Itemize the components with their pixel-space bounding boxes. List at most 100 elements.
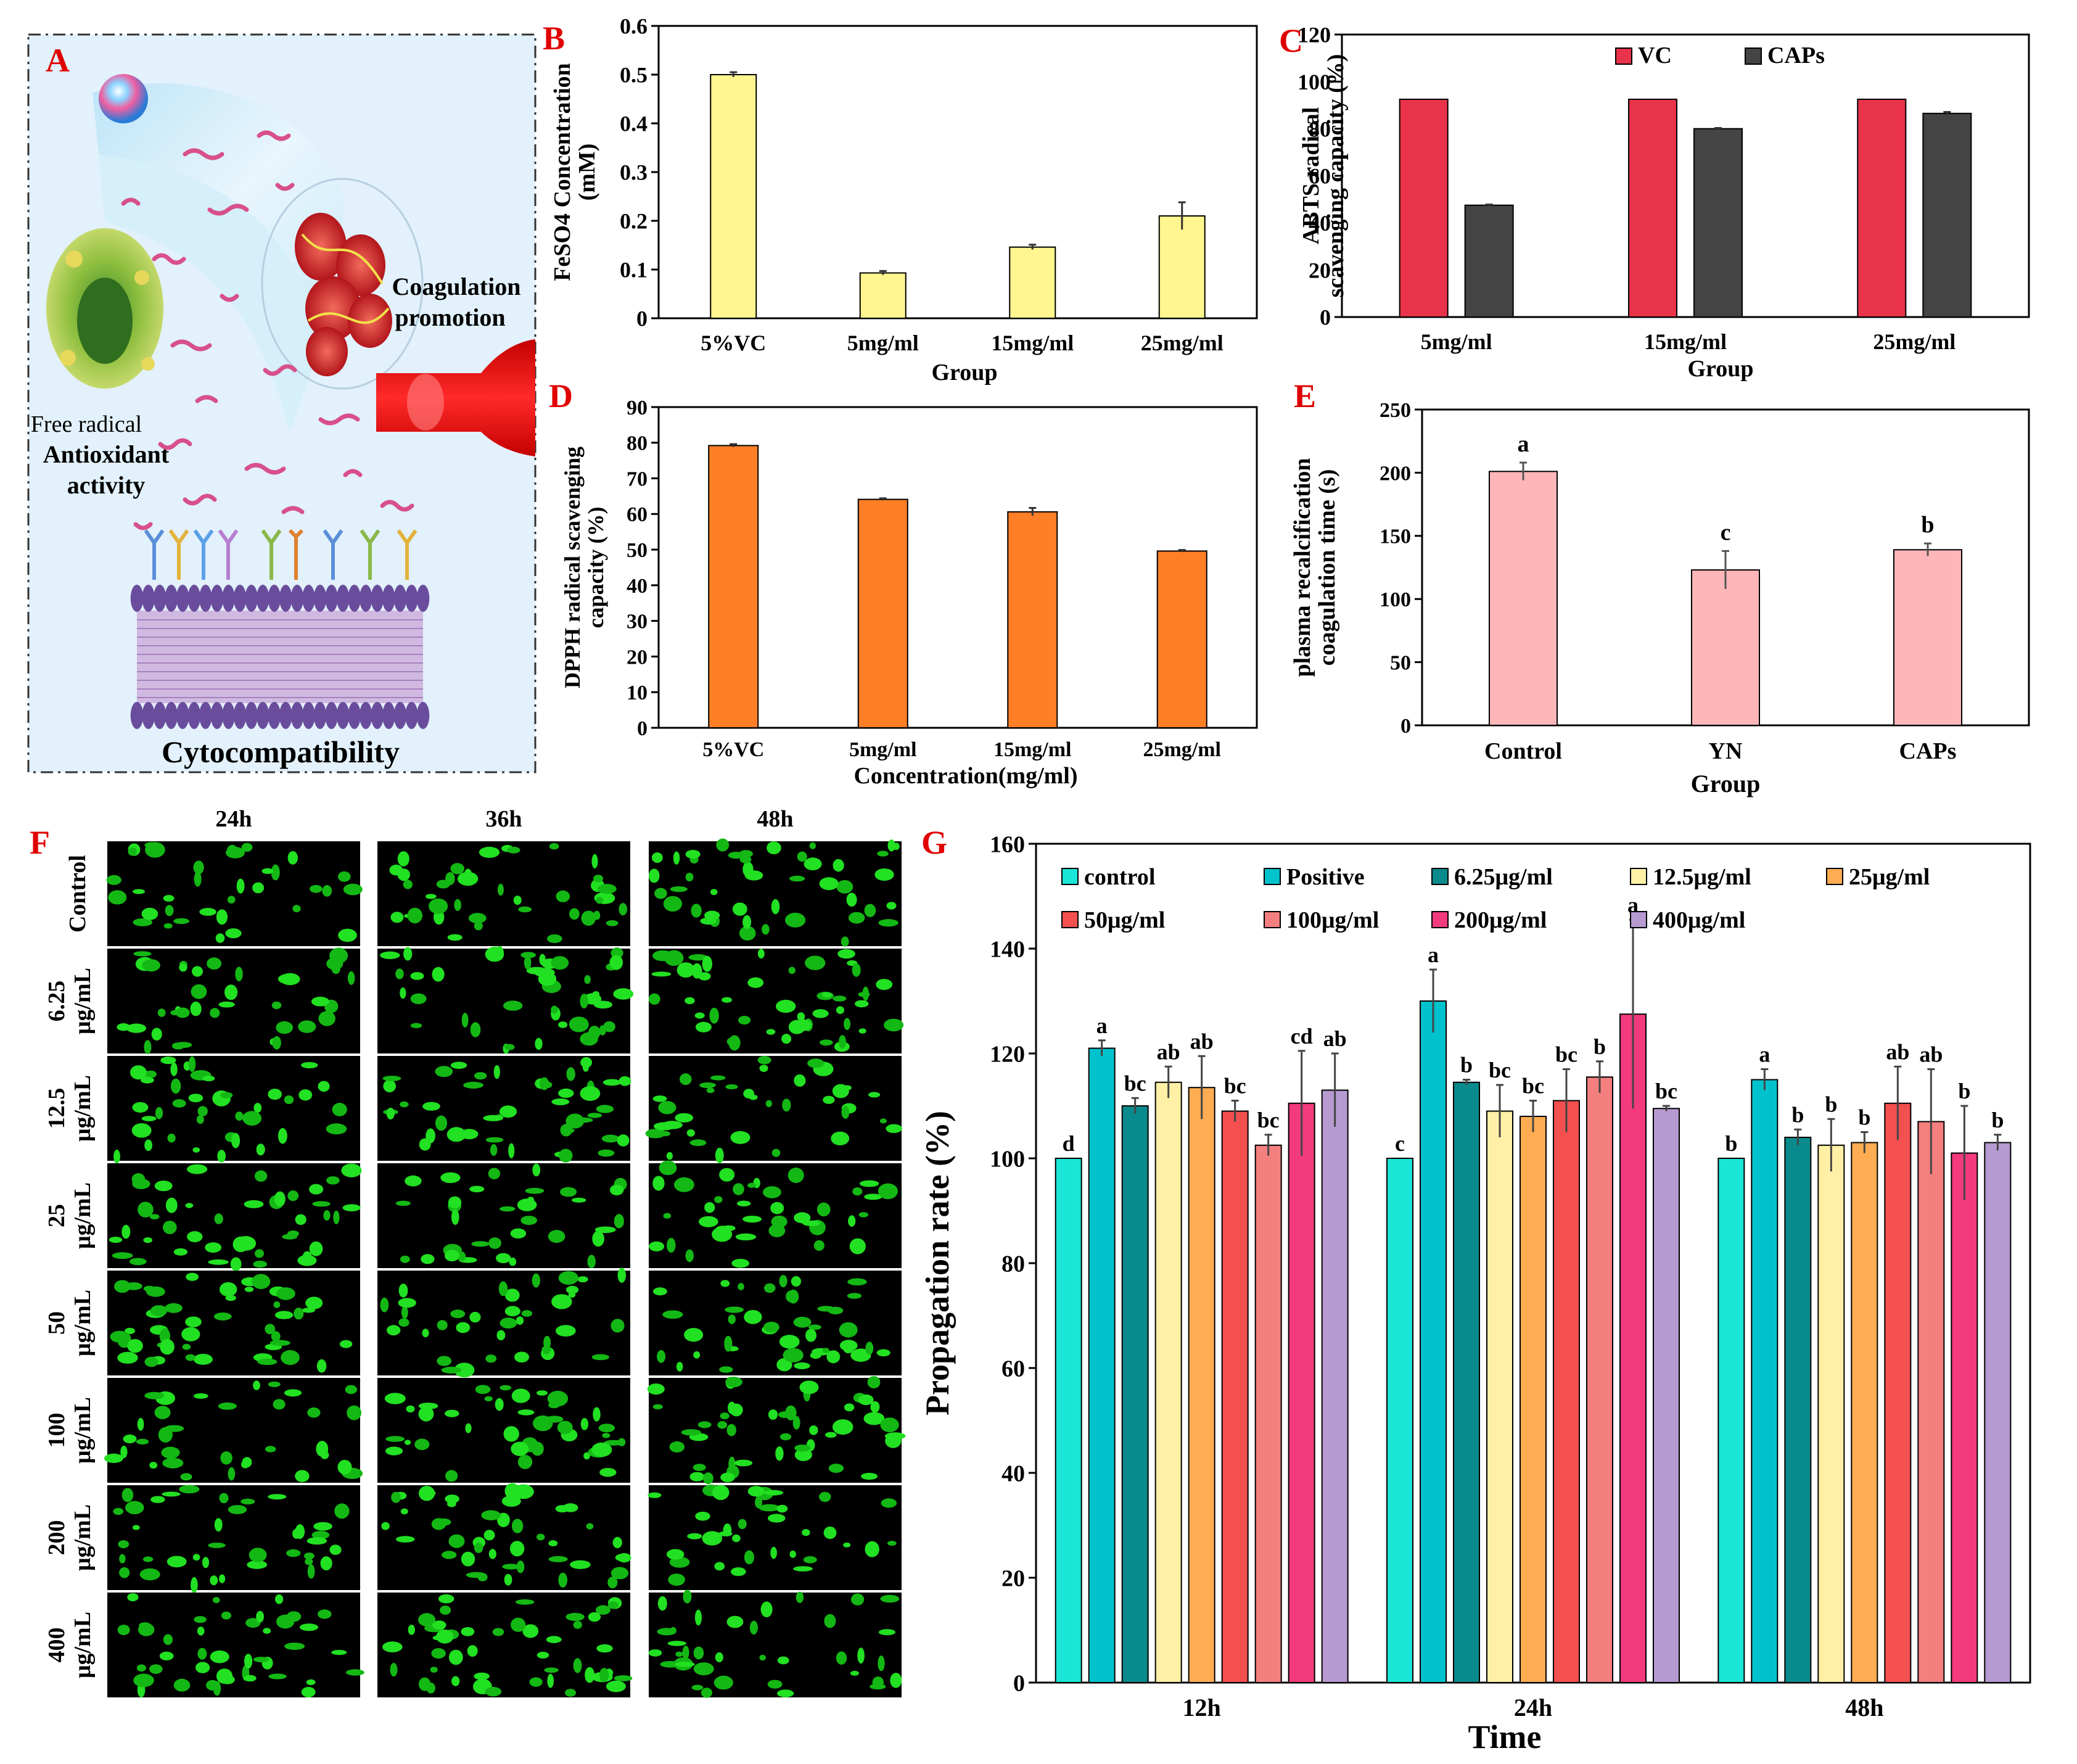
cell-spot	[544, 1667, 559, 1673]
cell-spot	[566, 1285, 579, 1294]
micrograph-image	[649, 1056, 902, 1161]
cell-spot	[890, 1673, 902, 1688]
cell-spot	[287, 1190, 299, 1201]
x-category-label: 25mg/ml	[1873, 329, 1956, 354]
cell-spot	[253, 1103, 262, 1113]
cell-spot	[580, 1032, 598, 1046]
panel-letter: B	[543, 20, 565, 57]
cell-spot	[137, 1417, 144, 1431]
cell-spot	[432, 966, 445, 982]
cell-spot	[418, 1406, 434, 1422]
legend-label: 400μg/ml	[1653, 907, 1745, 933]
cell-spot	[236, 878, 245, 894]
cell-spot	[514, 1351, 529, 1363]
cell-spot	[306, 1679, 316, 1686]
cell-spot	[709, 1007, 719, 1024]
bar-Positive-12h	[1088, 1047, 1116, 1683]
cell-spot	[868, 1092, 881, 1098]
cell-spot	[318, 1609, 332, 1619]
cell-spot	[252, 1274, 271, 1289]
cell-spot	[193, 1354, 213, 1365]
cell-spot	[763, 1186, 781, 1198]
y-tick-label: 250	[1380, 399, 1411, 422]
cell-spot	[715, 1652, 723, 1663]
cell-spot	[717, 1421, 728, 1429]
cell-spot	[691, 1684, 704, 1691]
cell-spot	[261, 868, 274, 875]
panel-a-illustration: A Free radical Antioxidant activity Coag…	[27, 33, 537, 773]
cell-spot	[511, 1519, 524, 1533]
cell-spot	[133, 918, 153, 926]
cell-spot	[386, 1108, 395, 1119]
cell-spot	[781, 1034, 792, 1044]
cell-spot	[757, 1056, 771, 1065]
cell-spot	[870, 1401, 880, 1413]
cell-spot	[884, 1018, 904, 1032]
significance-label: b	[1594, 1034, 1606, 1059]
x-axis-label: Concentration(mg/ml)	[853, 763, 1077, 789]
cell-spot	[445, 1494, 459, 1504]
cell-spot	[118, 1540, 130, 1549]
cell-spot	[113, 1149, 120, 1164]
cell-spot	[516, 1560, 525, 1573]
cell-spot	[149, 1462, 158, 1469]
cell-spot	[688, 954, 708, 961]
cell-spot	[492, 1628, 504, 1636]
cell-spot	[410, 972, 424, 980]
cell-spot	[274, 1191, 286, 1207]
cell-spot	[197, 1106, 208, 1116]
y-tick-label: 0	[637, 717, 648, 740]
bar-50μg/ml-12h	[1221, 1110, 1249, 1683]
cell-spot	[214, 1518, 223, 1532]
cell-spot	[747, 1486, 765, 1497]
cell-spot	[870, 1683, 886, 1690]
cell-spot	[244, 1200, 264, 1208]
cell-spot	[732, 1534, 741, 1543]
cell-spot	[738, 1015, 751, 1025]
cell-spot	[273, 1301, 281, 1308]
significance-label: bc	[1257, 1108, 1280, 1132]
cell-spot	[384, 1393, 406, 1404]
cell-spot	[132, 1525, 140, 1530]
lipid-head-bottom	[302, 702, 315, 729]
cell-spot	[208, 1543, 226, 1548]
lipid-head-bottom	[279, 702, 292, 729]
cell-spot	[136, 1438, 149, 1445]
antioxidant-label-1: Antioxidant	[43, 440, 170, 468]
cell-spot	[726, 1615, 744, 1628]
y-tick-label: 0.5	[620, 63, 648, 88]
cell-spot	[767, 1680, 783, 1689]
lipid-head-top	[416, 585, 430, 612]
cell-spot	[484, 1396, 493, 1401]
cell-spot	[218, 1402, 237, 1410]
row-label: 50μg/mL	[44, 1290, 96, 1356]
cell-spot	[286, 1549, 301, 1557]
cell-spot	[202, 1557, 209, 1568]
cell-spot	[338, 871, 351, 882]
y-axis-label: DPPH radical scavengingcapacity (%)	[560, 447, 608, 688]
cell-spot	[126, 1023, 147, 1033]
cell-spot	[607, 1576, 618, 1589]
cell-spot	[733, 1183, 744, 1195]
panel-letter: G	[921, 824, 947, 861]
cell-spot	[810, 1351, 821, 1359]
cell-spot	[509, 1257, 517, 1266]
cell-spot	[511, 1441, 529, 1456]
cell-spot	[619, 1076, 631, 1086]
lipid-head-top	[222, 585, 235, 612]
cell-spot	[128, 847, 137, 856]
row-label-line: μg/mL	[70, 968, 96, 1034]
cell-spot	[316, 1359, 327, 1373]
cell-spot	[301, 1061, 318, 1069]
y-tick-label: 60	[627, 503, 648, 526]
cell-spot	[346, 1669, 364, 1676]
cell-spot	[163, 1634, 173, 1646]
cell-spot	[400, 1101, 409, 1108]
cell-spot	[192, 966, 203, 977]
y-tick-label: 70	[627, 468, 648, 490]
cell-spot	[546, 1636, 562, 1643]
cell-spot	[887, 1541, 897, 1546]
cell-spot	[448, 1649, 463, 1665]
legend-swatch	[1264, 868, 1281, 885]
cell-spot	[403, 880, 413, 889]
